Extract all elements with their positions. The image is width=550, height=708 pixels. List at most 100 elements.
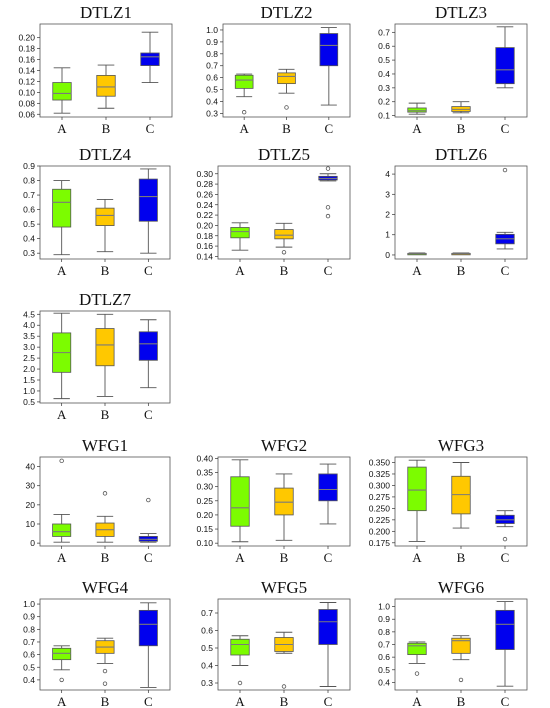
y-tick-label: 0.26 (196, 189, 213, 199)
y-tick-label: 0.6 (23, 650, 35, 660)
chart-dtlz2: DTLZ2 0.30.4 0.5 0.6 0.7 0.8 0.9 1.0 A B C (206, 3, 351, 136)
y-tick-label: 0.6 (378, 41, 390, 51)
box-c (138, 497, 158, 543)
y-tick-label: 0.30 (196, 482, 213, 492)
y-tick-label: 0.225 (369, 515, 391, 525)
y-tick-label: 1 (385, 230, 390, 240)
y-tick-label: 0.250 (369, 503, 391, 513)
chart-dtlz1: DTLZ1 0.060.080.100.120.140.160.180.20 A B C (18, 3, 173, 136)
box-b (277, 68, 296, 110)
y-tick-label: 0.6 (23, 205, 35, 215)
y-tick-label: 0.5 (378, 665, 390, 675)
y-tick-label: 0.30 (196, 169, 213, 179)
y-tick-label: 0.24 (196, 200, 213, 210)
x-tick-label: A (57, 407, 67, 422)
x-tick-label: C (146, 121, 155, 136)
y-tick-label: 10 (26, 519, 36, 529)
y-tick-label: 0.1 (378, 111, 390, 121)
iqr-box (52, 647, 72, 661)
x-tick-label: B (101, 407, 110, 422)
box-a (52, 645, 72, 683)
x-tick-label: B (280, 550, 289, 565)
x-tick-label: A (235, 550, 245, 565)
box-b (451, 252, 471, 256)
y-tick-label: 0.20 (196, 220, 213, 230)
y-tick-label: 0.3 (23, 248, 35, 258)
y-tick-label: 0.9 (23, 612, 35, 622)
outlier-point (146, 497, 151, 503)
iqr-box (52, 188, 72, 228)
outlier-point (59, 677, 64, 683)
y-tick-label: 0.20 (18, 33, 35, 43)
iqr-box (407, 107, 427, 113)
outlier-point (241, 110, 247, 115)
x-tick-label: C (144, 263, 153, 278)
chart-wfg2: WFG2 0.10 0.15 0.20 0.25 0.30 0.35 0.40 A B C (196, 436, 351, 565)
y-tick-label: 0.6 (201, 626, 213, 636)
y-tick-label: 4.0 (23, 320, 35, 330)
iqr-box (138, 178, 158, 222)
y-tick-label: 0.10 (18, 87, 35, 97)
y-tick-label: 3.5 (23, 331, 35, 341)
y-tick-label: 0.4 (206, 97, 218, 107)
outlier-point (281, 250, 287, 255)
outlier-point (325, 213, 331, 219)
box-a (230, 222, 250, 251)
x-tick-label: B (280, 694, 289, 708)
chart-wfg1: WFG1 0 10 20 30 40 A B C (26, 436, 171, 565)
y-tick-label: 3 (385, 189, 390, 199)
box-b (451, 462, 471, 529)
y-tick-label: 0.350 (369, 458, 391, 468)
chart-title: DTLZ5 (258, 145, 310, 164)
y-tick-label: 0.9 (378, 614, 390, 624)
outlier-point (325, 166, 331, 171)
x-tick-label: A (57, 694, 67, 708)
y-tick-label: 0.8 (23, 624, 35, 634)
x-tick-label: C (324, 121, 333, 136)
x-tick-label: A (412, 550, 422, 565)
y-tick-label: 0.12 (18, 76, 35, 86)
y-tick-label: 0.5 (201, 643, 213, 653)
box-c (318, 602, 338, 687)
y-tick-label: 0.5 (206, 85, 218, 95)
chart-title: DTLZ7 (79, 290, 131, 309)
box-a (230, 635, 250, 686)
box-b (95, 637, 115, 686)
chart-dtlz6: DTLZ6 0 1 2 3 4 A B C (385, 145, 528, 278)
y-tick-label: 1.0 (378, 602, 390, 612)
y-tick-label: 0.35 (196, 468, 213, 478)
y-tick-label: 0.300 (369, 480, 391, 490)
y-tick-label: 0.08 (18, 98, 35, 108)
chart-wfg5: WFG5 0.3 0.4 0.5 0.6 0.7 A B C (201, 578, 351, 708)
x-tick-label: A (412, 121, 422, 136)
x-tick-label: C (501, 263, 510, 278)
box-b (95, 491, 115, 543)
box-a (52, 67, 72, 114)
chart-title: WFG1 (82, 436, 128, 455)
iqr-box (96, 75, 116, 97)
iqr-box (138, 331, 158, 361)
y-tick-label: 0 (385, 250, 390, 260)
outlier-point (502, 167, 508, 173)
x-tick-label: A (239, 121, 249, 136)
x-tick-label: B (101, 550, 110, 565)
x-tick-label: A (57, 550, 67, 565)
y-tick-label: 1.0 (23, 386, 35, 396)
box-b (95, 313, 115, 397)
box-c (495, 601, 515, 687)
box-b (274, 473, 294, 541)
iqr-box (234, 74, 254, 89)
box-c (318, 463, 338, 525)
y-tick-label: 0.3 (201, 678, 213, 688)
chart-title: WFG5 (261, 578, 307, 597)
y-tick-label: 1.0 (23, 599, 35, 609)
y-tick-label: 0.16 (196, 241, 213, 251)
y-tick-label: 0.8 (378, 627, 390, 637)
y-tick-label: 0.7 (201, 608, 213, 618)
box-c (495, 26, 515, 89)
y-tick-label: 0.7 (378, 640, 390, 650)
y-tick-label: 0.15 (196, 524, 213, 534)
outlier-point (281, 684, 287, 689)
y-tick-label: 0.7 (206, 61, 218, 71)
iqr-box (138, 609, 158, 647)
